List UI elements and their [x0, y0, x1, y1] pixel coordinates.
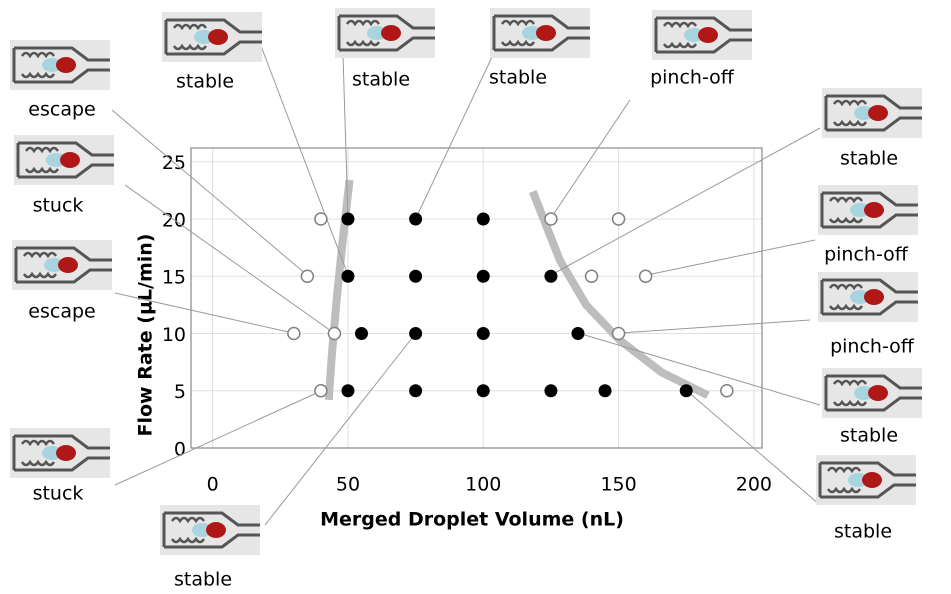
data-point: [314, 212, 328, 226]
data-point: [544, 269, 558, 283]
leader-line: [114, 292, 294, 334]
data-point: [409, 269, 423, 283]
leader-line: [686, 390, 821, 506]
phase-boundary: [529, 190, 710, 399]
leader-line: [114, 390, 322, 486]
device-thumbnail: [822, 368, 922, 418]
device-thumbnail: [160, 505, 260, 555]
device-thumbnail: [335, 8, 435, 58]
y-tick-label: 20: [162, 209, 186, 231]
x-tick-label: 100: [465, 474, 501, 496]
device-thumbnail: [490, 8, 590, 58]
data-point: [476, 326, 490, 340]
leader-line: [264, 332, 417, 526]
data-point: [611, 326, 626, 341]
annotation-label: stable: [174, 569, 232, 591]
device-thumbnail: [10, 40, 110, 90]
annotation-label: escape: [28, 301, 95, 323]
leader-line: [619, 319, 811, 334]
data-point: [720, 383, 734, 398]
leader-line: [577, 332, 821, 406]
data-point: [611, 212, 626, 226]
data-point: [476, 269, 490, 283]
y-tick-label: 5: [174, 381, 186, 403]
leader-line: [550, 127, 821, 276]
leader-line: [550, 99, 631, 219]
annotation-label: pinch-off: [824, 244, 909, 266]
plot-frame: [190, 147, 763, 449]
data-point: [544, 212, 558, 226]
device-thumbnail: [818, 272, 918, 322]
annotation-label: pinch-off: [650, 67, 735, 89]
y-axis-label: Flow Rate (µL/min): [135, 234, 157, 437]
device-thumbnail: [818, 185, 918, 235]
data-point: [638, 269, 653, 283]
leader-line: [646, 239, 816, 276]
x-tick-label: 0: [207, 474, 219, 496]
data-point: [679, 384, 693, 398]
data-point: [341, 269, 355, 283]
annotation-label: stuck: [33, 483, 84, 505]
annotation-label: stable: [834, 521, 892, 543]
y-tick-label: 0: [174, 439, 186, 461]
data-point: [314, 383, 328, 398]
device-thumbnail: [652, 10, 752, 60]
device-thumbnail: [162, 12, 262, 62]
data-point: [409, 326, 423, 340]
leader-line: [124, 184, 335, 334]
annotation-label: stable: [489, 67, 547, 89]
device-thumbnail: [12, 240, 112, 290]
device-thumbnail: [822, 88, 922, 138]
leader-line: [415, 39, 501, 219]
data-point: [354, 326, 368, 340]
data-point: [341, 212, 355, 226]
annotation-label: stable: [840, 425, 898, 447]
device-thumbnail: [14, 135, 114, 185]
data-point: [300, 269, 315, 283]
device-thumbnail: [816, 455, 916, 505]
data-point: [327, 326, 342, 341]
data-point: [287, 326, 301, 341]
annotation-label: pinch-off: [830, 336, 915, 358]
data-point: [476, 212, 490, 226]
data-point: [409, 212, 423, 226]
leader-line: [342, 54, 349, 219]
x-tick-label: 200: [736, 474, 772, 496]
data-point: [409, 384, 423, 398]
data-point: [341, 384, 355, 398]
x-tick-label: 150: [600, 474, 636, 496]
x-axis-label: Merged Droplet Volume (nL): [320, 509, 624, 531]
y-tick-label: 15: [162, 267, 186, 289]
leader-line: [257, 37, 349, 276]
y-tick-label: 10: [162, 324, 186, 346]
data-point: [476, 384, 490, 398]
annotation-label: stable: [840, 148, 898, 170]
data-point: [544, 384, 558, 398]
data-point: [598, 384, 612, 398]
annotation-label: escape: [28, 99, 95, 121]
annotation-label: stuck: [33, 195, 84, 217]
data-point: [584, 269, 599, 283]
leader-line: [111, 109, 308, 276]
data-point: [571, 326, 585, 340]
annotation-label: stable: [176, 71, 234, 93]
device-thumbnail: [10, 428, 110, 478]
annotation-label: stable: [352, 69, 410, 91]
x-tick-label: 50: [336, 474, 360, 496]
